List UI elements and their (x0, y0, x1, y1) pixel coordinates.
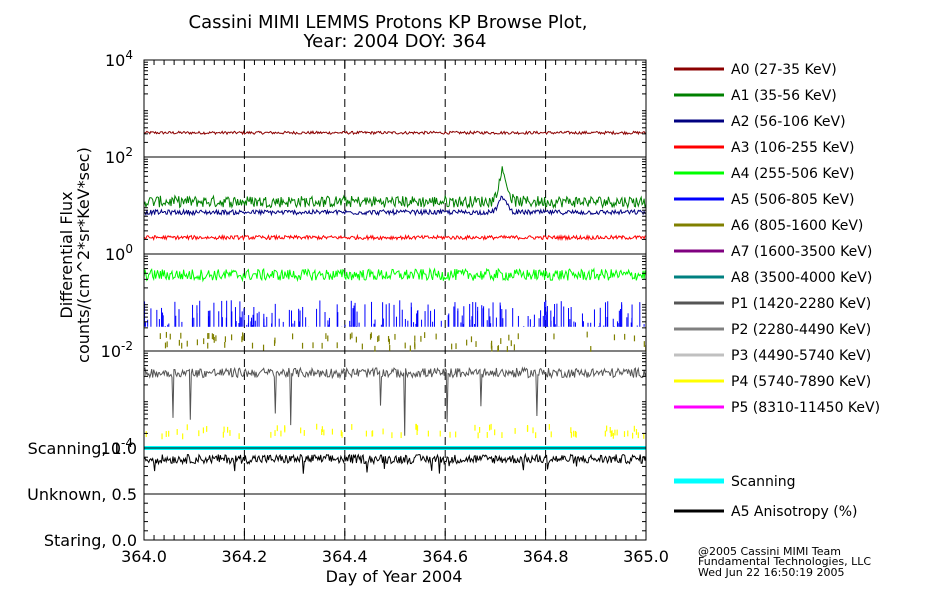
y-tick-label: 10-2 (101, 339, 133, 361)
legend-label: A2 (56-106 KeV) (731, 114, 846, 130)
x-tick-label: 364.2 (221, 547, 267, 566)
y-axis-label-line2: counts/(cm^2*sr*KeV*sec) (74, 147, 93, 363)
legend-label: P3 (4490-5740 KeV) (731, 348, 871, 364)
footer-company: Fundamental Technologies, LLC (698, 555, 871, 568)
legend-label: A0 (27-35 KeV) (731, 62, 837, 78)
series-a0 (143, 130, 647, 136)
series-a3 (143, 233, 647, 242)
mode-series-a5 (143, 452, 647, 474)
legend-item: A1 (35-56 KeV) (674, 88, 837, 104)
legend-item: A8 (3500-4000 KeV) (674, 270, 872, 286)
y-tick-label: 100 (105, 242, 133, 264)
legend-item: A3 (106-255 KeV) (674, 140, 854, 156)
legend-label: A5 Anisotropy (%) (731, 504, 858, 520)
legend-item: A2 (56-106 KeV) (674, 114, 846, 130)
legend-label: P4 (5740-7890 KeV) (731, 374, 871, 390)
legend-item: P1 (1420-2280 KeV) (674, 296, 871, 312)
y-tick-label: 104 (105, 48, 133, 70)
legend-label: P1 (1420-2280 KeV) (731, 296, 871, 312)
x-tick-label: 365.0 (623, 547, 669, 566)
legend-label: A7 (1600-3500 KeV) (731, 244, 872, 260)
legend-label: A8 (3500-4000 KeV) (731, 270, 872, 286)
legend-label: P2 (2280-4490 KeV) (731, 322, 871, 338)
series-line (143, 267, 647, 283)
legend-item: Scanning (674, 474, 796, 490)
x-tick-label: 364.0 (121, 547, 167, 566)
x-axis-label: Day of Year 2004 (326, 567, 463, 586)
footer-timestamp: Wed Jun 22 16:50:19 2005 (698, 566, 845, 579)
series-p4 (145, 423, 645, 440)
legend-item: A7 (1600-3500 KeV) (674, 244, 872, 260)
series-a5 (144, 300, 645, 327)
series-line (143, 195, 647, 217)
legend-label: P5 (8310-11450 KeV) (731, 400, 880, 416)
series-p1 (143, 366, 647, 436)
legend-item: A4 (255-506 KeV) (674, 166, 854, 182)
mode-line (143, 452, 647, 474)
series-a1 (143, 166, 647, 210)
footer-copyright: @2005 Cassini MIMI Team (698, 545, 841, 558)
series-a6 (159, 331, 647, 352)
legend-label: A1 (35-56 KeV) (731, 88, 837, 104)
y-axis-label-line1: Differential Flux (57, 191, 76, 318)
series-line (143, 366, 647, 436)
legend-label: A6 (805-1600 KeV) (731, 218, 863, 234)
mode-tick-label: Unknown, 0.5 (27, 485, 137, 504)
mode-tick-label: Scanning, 1.0 (28, 439, 137, 458)
mode-tick-label: Staring, 0.0 (44, 531, 137, 550)
y-tick-label: 10-4 (101, 436, 133, 458)
legend-item: A6 (805-1600 KeV) (674, 218, 863, 234)
legend-label: A5 (506-805 KeV) (731, 192, 854, 208)
chart-title-line1: Cassini MIMI LEMMS Protons KP Browse Plo… (189, 12, 588, 33)
legend-label: A3 (106-255 KeV) (731, 140, 854, 156)
x-tick-label: 364.4 (322, 547, 368, 566)
series-line (143, 233, 647, 242)
legend-label: A4 (255-506 KeV) (731, 166, 854, 182)
series-a2 (143, 195, 647, 217)
series-line (143, 130, 647, 136)
legend-label: Scanning (731, 474, 796, 490)
legend-item: P4 (5740-7890 KeV) (674, 374, 871, 390)
chart-title-line2: Year: 2004 DOY: 364 (303, 31, 487, 52)
x-tick-label: 364.6 (422, 547, 468, 566)
y-tick-label: 102 (105, 145, 133, 167)
legend-item: A5 (506-805 KeV) (674, 192, 854, 208)
legend-item: P5 (8310-11450 KeV) (674, 400, 880, 416)
series-a4 (143, 267, 647, 283)
series-line (143, 166, 647, 210)
legend-item: A5 Anisotropy (%) (674, 504, 858, 520)
legend-item: A0 (27-35 KeV) (674, 62, 837, 78)
legend-item: P2 (2280-4490 KeV) (674, 322, 871, 338)
legend-item: P3 (4490-5740 KeV) (674, 348, 871, 364)
x-tick-label: 364.8 (523, 547, 569, 566)
